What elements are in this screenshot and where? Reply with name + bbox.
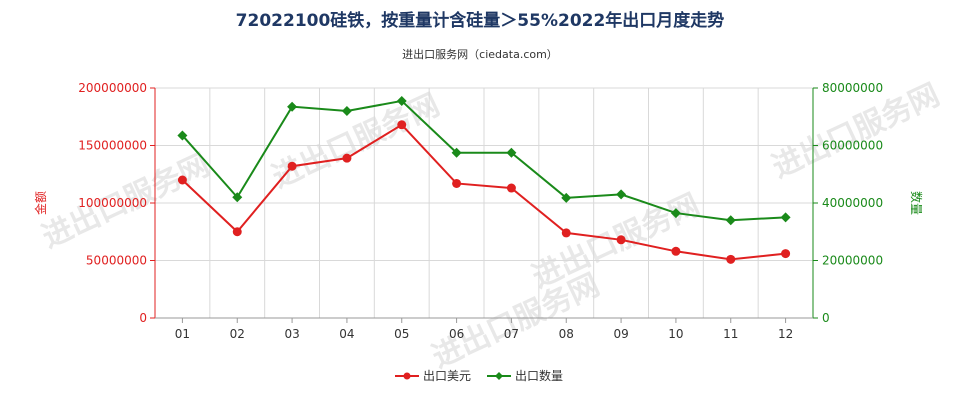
left-tick-label: 150000000 <box>78 139 147 153</box>
data-point[interactable] <box>177 130 188 141</box>
data-point[interactable] <box>342 153 352 163</box>
x-tick-label: 12 <box>778 327 793 341</box>
x-tick-label: 07 <box>504 327 519 341</box>
legend-label: 出口美元 <box>423 369 471 383</box>
data-point[interactable] <box>726 254 736 264</box>
data-point[interactable] <box>561 228 571 238</box>
x-tick-label: 06 <box>449 327 464 341</box>
x-tick-label: 11 <box>723 327 738 341</box>
data-point[interactable] <box>725 215 736 226</box>
right-tick-label: 0 <box>822 311 830 325</box>
legend-item[interactable]: 出口美元 <box>395 369 471 383</box>
chart-subtitle: 进出口服务网（ciedata.com） <box>402 47 558 61</box>
right-axis-ticks: 0 20000000 40000000 60000000 80000000 <box>813 81 883 325</box>
data-point[interactable] <box>506 183 516 193</box>
x-tick-label: 04 <box>339 327 354 341</box>
grid-layer <box>154 87 814 319</box>
data-point[interactable] <box>232 192 243 203</box>
x-tick-label: 05 <box>394 327 409 341</box>
series-left <box>177 120 791 264</box>
legend-marker <box>495 372 503 380</box>
x-tick-label: 02 <box>230 327 245 341</box>
series-line <box>181 123 786 261</box>
x-tick-label: 01 <box>175 327 190 341</box>
data-point[interactable] <box>780 212 791 223</box>
left-tick-label: 50000000 <box>86 254 147 268</box>
data-point[interactable] <box>616 235 626 245</box>
left-tick-label: 200000000 <box>78 81 147 95</box>
left-axis-ticks: 0 50000000 100000000 150000000 200000000 <box>78 81 155 325</box>
x-tick-label: 10 <box>668 327 683 341</box>
data-point[interactable] <box>397 120 407 130</box>
legend-marker <box>403 372 411 380</box>
series-line <box>181 99 786 222</box>
legend: 出口美元 出口数量 <box>395 368 563 383</box>
watermark-text: 进出口服务网 <box>427 267 605 375</box>
data-point[interactable] <box>396 95 407 106</box>
left-axis-label: 金额 <box>33 191 48 215</box>
right-tick-label: 80000000 <box>822 81 883 95</box>
data-point[interactable] <box>177 175 187 185</box>
data-point[interactable] <box>341 106 352 116</box>
right-axis-label: 数量 <box>909 191 924 215</box>
data-point[interactable] <box>781 249 791 259</box>
series-layer <box>177 95 791 264</box>
data-point[interactable] <box>232 227 242 237</box>
data-point[interactable] <box>451 147 462 158</box>
right-tick-label: 20000000 <box>822 254 883 268</box>
legend-item[interactable]: 出口数量 <box>487 368 563 383</box>
series-right <box>177 95 791 226</box>
chart-title: 72022100硅铁，按重量计含硅量＞55%2022年出口月度走势 <box>236 10 725 31</box>
data-point[interactable] <box>670 208 681 219</box>
data-point[interactable] <box>506 147 517 158</box>
data-point[interactable] <box>452 178 462 188</box>
x-tick-label: 08 <box>559 327 574 341</box>
right-tick-label: 40000000 <box>822 196 883 210</box>
left-tick-label: 0 <box>139 311 147 325</box>
x-axis-ticks: 01 02 03 04 05 06 07 08 09 10 11 12 <box>175 318 793 341</box>
data-point[interactable] <box>561 192 572 203</box>
x-tick-label: 09 <box>613 327 628 341</box>
watermark-text: 进出口服务网 <box>527 187 705 295</box>
left-tick-label: 100000000 <box>78 196 147 210</box>
x-tick-label: 03 <box>284 327 299 341</box>
right-tick-label: 60000000 <box>822 139 883 153</box>
data-point[interactable] <box>287 101 298 112</box>
data-point[interactable] <box>671 246 681 256</box>
data-point[interactable] <box>287 161 297 171</box>
data-point[interactable] <box>616 189 627 200</box>
legend-label: 出口数量 <box>515 368 563 383</box>
